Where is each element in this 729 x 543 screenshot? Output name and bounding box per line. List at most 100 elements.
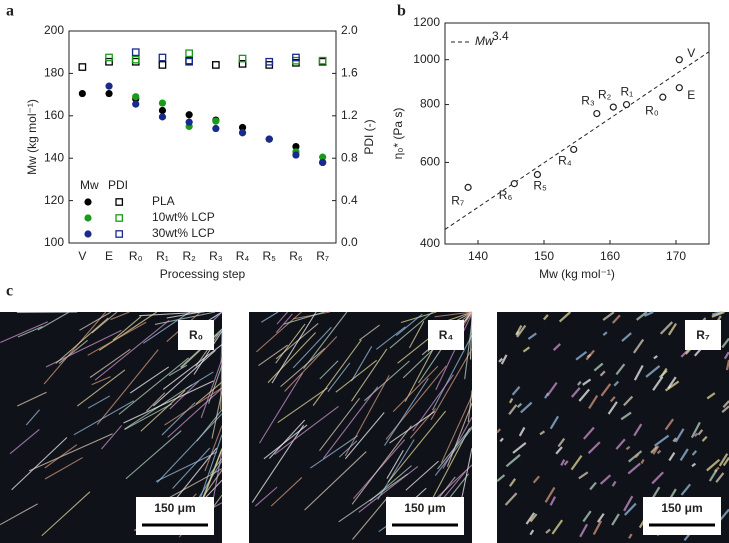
crystal: [112, 316, 142, 341]
label-box: [178, 320, 214, 350]
crystal: [254, 486, 278, 507]
point-label: E: [687, 88, 695, 102]
crystal: [154, 311, 216, 325]
crystal: [615, 363, 626, 376]
legend-marker: [84, 230, 92, 238]
point-label: R₅: [533, 179, 547, 193]
crystal: [79, 311, 112, 331]
crystal: [351, 425, 412, 505]
crystal: [338, 440, 358, 458]
x-tick-label: R₂: [182, 249, 196, 263]
crystal: [667, 376, 677, 389]
y2-tick-label: 0.4: [341, 193, 358, 207]
crystal: [344, 374, 390, 457]
crystal: [613, 380, 620, 387]
crystal: [200, 359, 223, 418]
crystal: [322, 386, 379, 459]
crystal: [76, 369, 126, 407]
scale-bar-box: [136, 497, 214, 535]
crystal: [369, 465, 412, 502]
crystal: [275, 313, 293, 333]
data-point: [533, 170, 542, 179]
crystal: [386, 450, 404, 479]
crystal: [464, 321, 473, 380]
crystal: [139, 311, 205, 317]
crystal: [211, 390, 223, 439]
crystal: [389, 410, 435, 444]
plot-frame: [444, 22, 710, 245]
crystal: [277, 387, 328, 423]
crystal: [549, 415, 560, 430]
crystal: [204, 479, 223, 499]
crystal: [659, 321, 674, 335]
crystal: [593, 362, 604, 372]
crystal: [679, 448, 689, 461]
crystal: [58, 339, 88, 364]
crystal: [467, 390, 473, 423]
y-tick-label: 600: [420, 155, 440, 169]
micrograph-label: R₀: [189, 328, 203, 342]
crystal: [267, 332, 317, 384]
crystal: [292, 326, 332, 369]
crystal: [722, 457, 729, 467]
data-point: [238, 54, 247, 63]
crystal: [446, 402, 473, 467]
data-point: [132, 93, 140, 101]
y2-tick-label: 2.0: [341, 23, 358, 37]
crystal: [284, 336, 338, 392]
crystal: [500, 354, 508, 365]
crystal: [643, 310, 654, 317]
crystal: [358, 324, 380, 341]
crystal: [551, 519, 564, 535]
crystal: [632, 338, 645, 354]
crystal: [512, 442, 527, 454]
crystal: [579, 523, 589, 538]
crystal: [602, 311, 615, 321]
data-point: [593, 109, 601, 118]
fit-exponent: 3.4: [492, 29, 509, 43]
x-tick-label: E: [105, 249, 113, 263]
y-axis-title: Mw (kg mol⁻¹): [25, 99, 39, 175]
crystal: [44, 457, 83, 480]
crystal: [722, 400, 729, 408]
crystal: [312, 339, 362, 406]
y-tick-label: 200: [44, 23, 64, 37]
crystal: [599, 370, 606, 377]
crystal: [41, 491, 91, 537]
crystal: [668, 452, 676, 462]
crystal: [607, 401, 618, 415]
y2-axis-title: PDI (-): [362, 119, 376, 154]
crystal: [544, 486, 556, 503]
y2-tick-label: 1.6: [341, 66, 358, 80]
crystal: [204, 425, 223, 472]
crystal: [358, 465, 419, 513]
crystal: [440, 395, 473, 464]
crystal: [17, 391, 47, 407]
panel-label: c: [6, 283, 13, 300]
crystal: [667, 322, 678, 336]
crystal: [441, 471, 466, 501]
crystal: [602, 331, 608, 336]
data-point: [659, 93, 667, 101]
crystal: [280, 347, 326, 388]
crystal: [351, 348, 388, 402]
crystal: [721, 405, 729, 414]
point-label: R₇: [451, 194, 464, 208]
crystal: [558, 311, 572, 323]
crystal: [202, 448, 223, 498]
crystal: [672, 437, 678, 443]
crystal: [397, 336, 431, 364]
crystal: [516, 402, 523, 408]
x-tick-label: R₇: [316, 249, 329, 263]
crystal: [664, 380, 680, 392]
crystal: [570, 454, 583, 471]
crystal: [94, 320, 170, 381]
crystal: [625, 445, 631, 451]
data-point: [292, 151, 300, 159]
crystal: [55, 317, 109, 364]
data-point: [319, 158, 327, 167]
data-point: [158, 61, 167, 69]
data-point: [622, 100, 631, 109]
crystal: [539, 430, 546, 436]
crystal: [583, 426, 595, 440]
